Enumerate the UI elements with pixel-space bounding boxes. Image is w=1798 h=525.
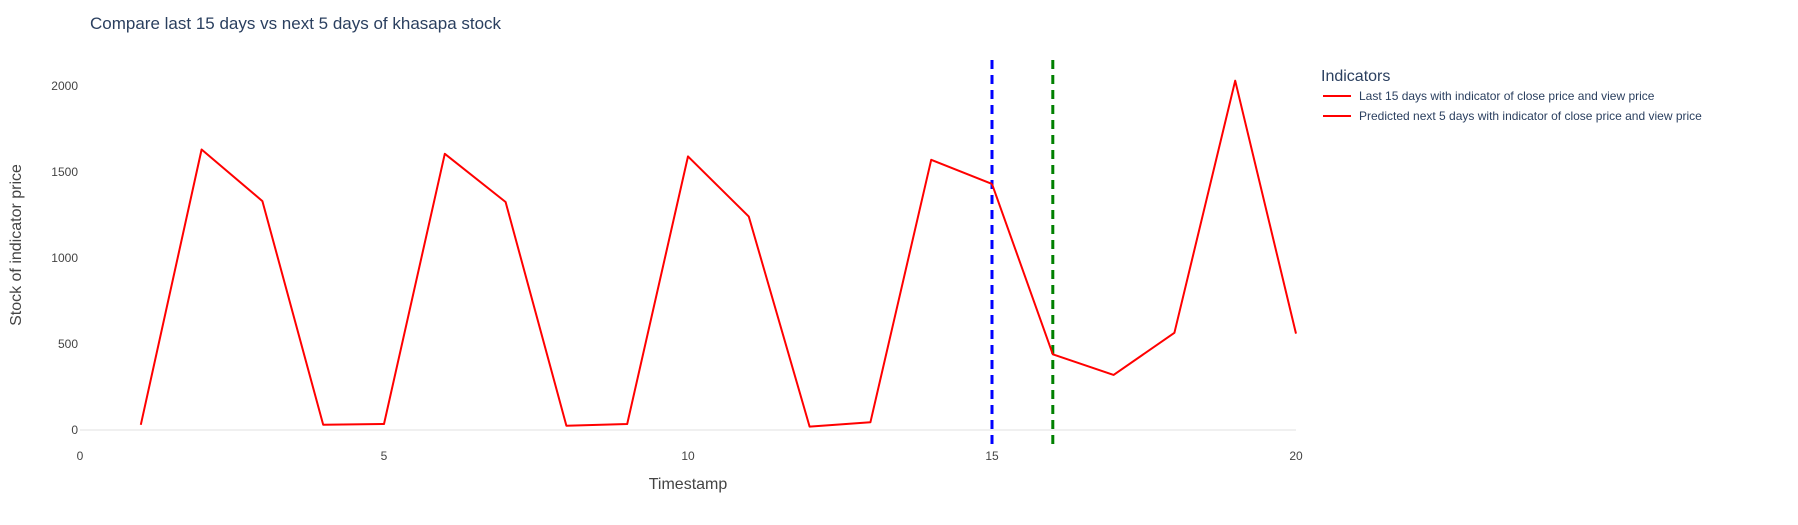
x-tick-label: 10 [681, 449, 695, 463]
reference-lines [990, 60, 1055, 447]
x-tick-label: 0 [77, 449, 84, 463]
legend-label-series-1: Last 15 days with indicator of close pri… [1359, 89, 1655, 103]
y-tick-label: 0 [71, 423, 78, 437]
legend: Indicators Last 15 days with indicator o… [1321, 68, 1702, 123]
x-tick-label: 20 [1289, 449, 1303, 463]
x-tick-label: 5 [381, 449, 388, 463]
y-tick-label: 1000 [51, 251, 78, 265]
y-tick-label: 500 [58, 337, 78, 351]
legend-title: Indicators [1321, 68, 1390, 85]
y-tick-label: 1500 [51, 165, 78, 179]
chart-title: Compare last 15 days vs next 5 days of k… [90, 14, 502, 33]
y-axis-title: Stock of indicator price [8, 164, 25, 326]
series-line-2 [991, 79, 1297, 376]
legend-label-series-2: Predicted next 5 days with indicator of … [1359, 109, 1702, 123]
x-axis-title: Timestamp [649, 476, 728, 493]
x-tick-label: 15 [985, 449, 999, 463]
axes: 0 5 10 15 20 0 500 1000 1500 2000 [51, 79, 1303, 463]
series-line-1 [139, 148, 993, 428]
y-tick-label: 2000 [51, 79, 78, 93]
series-lines [139, 79, 1297, 428]
